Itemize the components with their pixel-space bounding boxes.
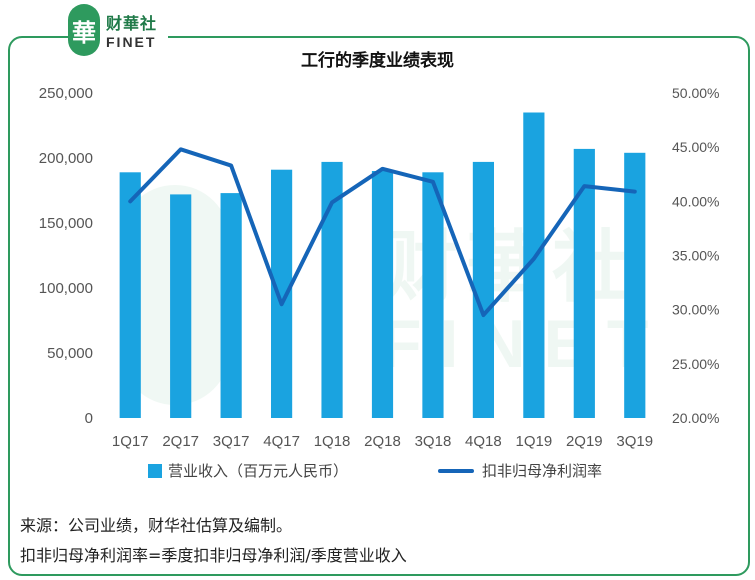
x-axis: 1Q17 2Q17 3Q17 4Q17 1Q18 2Q18 3Q18 4Q18 1Q19 2Q19… [112, 433, 653, 450]
revenue-bar [472, 161, 495, 418]
legend-item-margin: 扣非归母净利润率 [438, 460, 602, 481]
legend-bar-swatch [148, 463, 162, 478]
definition-note: 扣非归母净利润率=季度扣非归母净利润/季度营业收入 [20, 546, 407, 565]
left-tick-label: 250,000 [39, 85, 93, 102]
left-axis: 0 50,000 100,000 150,000 200,000 250,000 [39, 85, 93, 427]
x-tick-label: 4Q18 [465, 433, 502, 450]
revenue-bar [119, 172, 141, 418]
revenue-bar [371, 171, 394, 418]
x-tick-label: 4Q17 [263, 433, 300, 450]
revenue-bar [170, 194, 192, 418]
x-tick-label: 1Q18 [314, 433, 351, 450]
left-tick-label: 0 [85, 410, 93, 427]
right-tick-label: 20.00% [672, 410, 719, 426]
legend-label-margin: 扣非归母净利润率 [482, 462, 603, 480]
right-tick-label: 35.00% [672, 248, 719, 264]
right-tick-label: 45.00% [672, 139, 719, 155]
revenue-bar [523, 112, 545, 418]
chart-title: 工行的季度业绩表现 [301, 51, 454, 71]
x-tick-label: 3Q18 [415, 433, 452, 450]
right-tick-label: 30.00% [672, 302, 719, 318]
x-tick-label: 3Q17 [213, 433, 250, 450]
revenue-bar [321, 161, 343, 418]
left-tick-label: 200,000 [39, 150, 93, 167]
x-tick-label: 1Q19 [516, 433, 553, 450]
chart-legend: 营业收入（百万元人民币） 扣非归母净利润率 [0, 460, 755, 486]
logo-chinese-text: 财華社 [106, 14, 158, 33]
logo-english-text: FINET [106, 34, 157, 50]
revenue-bar [220, 193, 242, 418]
finet-logo: 華 财華社 FINET [68, 4, 168, 60]
x-tick-label: 2Q19 [566, 433, 603, 450]
legend-line-swatch [438, 468, 474, 473]
right-tick-label: 25.00% [672, 356, 719, 372]
x-tick-label: 3Q19 [616, 433, 653, 450]
left-tick-label: 50,000 [47, 345, 93, 362]
legend-label-revenue: 营业收入（百万元人民币） [168, 462, 349, 480]
revenue-bar [624, 152, 646, 419]
x-tick-label: 1Q17 [112, 433, 149, 450]
source-note: 来源：公司业绩，财华社估算及编制。 [20, 516, 293, 535]
revenue-bars [119, 112, 646, 419]
right-tick-label: 40.00% [672, 193, 719, 209]
left-tick-label: 100,000 [39, 280, 93, 297]
revenue-bar [270, 169, 293, 418]
left-tick-label: 150,000 [39, 215, 93, 232]
revenue-bar [422, 172, 444, 418]
revenue-bar [573, 148, 595, 418]
x-tick-label: 2Q18 [364, 433, 401, 450]
x-tick-label: 2Q17 [162, 433, 199, 450]
legend-item-revenue: 营业收入（百万元人民币） [148, 460, 348, 481]
logo-mark: 華 [68, 4, 100, 56]
right-axis: 20.00% 25.00% 30.00% 35.00% 40.00% 45.00% 50.0… [672, 85, 719, 426]
margin-line [128, 147, 637, 318]
right-tick-label: 50.00% [672, 85, 719, 101]
